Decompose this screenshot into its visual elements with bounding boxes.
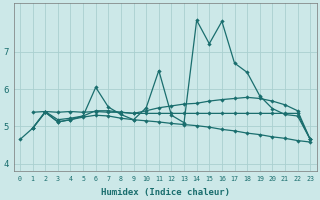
X-axis label: Humidex (Indice chaleur): Humidex (Indice chaleur) bbox=[100, 188, 230, 197]
